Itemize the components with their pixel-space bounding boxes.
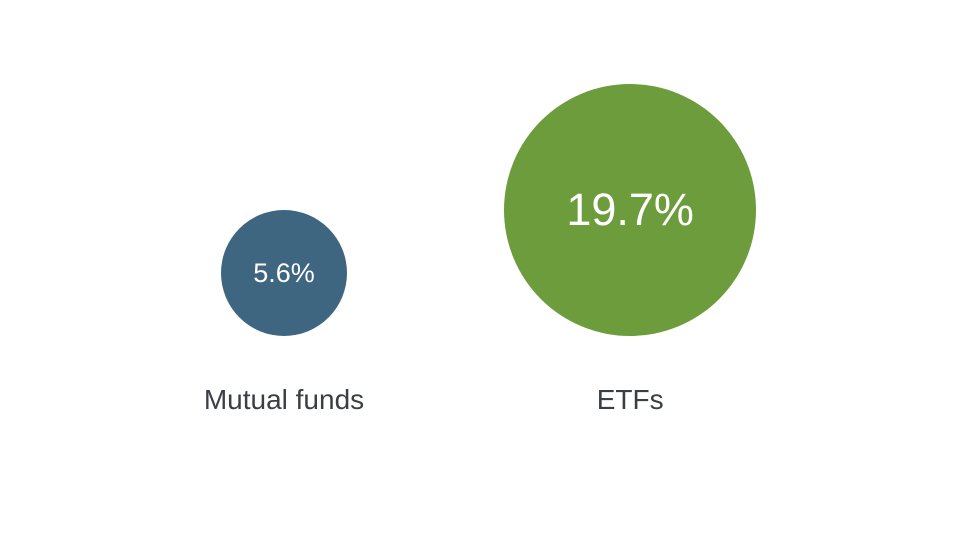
- bubble-group-etfs: 19.7% ETFs: [504, 84, 756, 416]
- bubble-value-mutual-funds: 5.6%: [253, 258, 315, 289]
- bubble-group-mutual-funds: 5.6% Mutual funds: [204, 210, 364, 416]
- bubble-label-mutual-funds: Mutual funds: [204, 384, 364, 416]
- bubble-mutual-funds: 5.6%: [221, 210, 347, 336]
- bubble-value-etfs: 19.7%: [566, 184, 694, 236]
- bubble-label-etfs: ETFs: [597, 384, 664, 416]
- bubble-etfs: 19.7%: [504, 84, 756, 336]
- bubble-comparison-chart: 5.6% Mutual funds 19.7% ETFs: [204, 84, 756, 456]
